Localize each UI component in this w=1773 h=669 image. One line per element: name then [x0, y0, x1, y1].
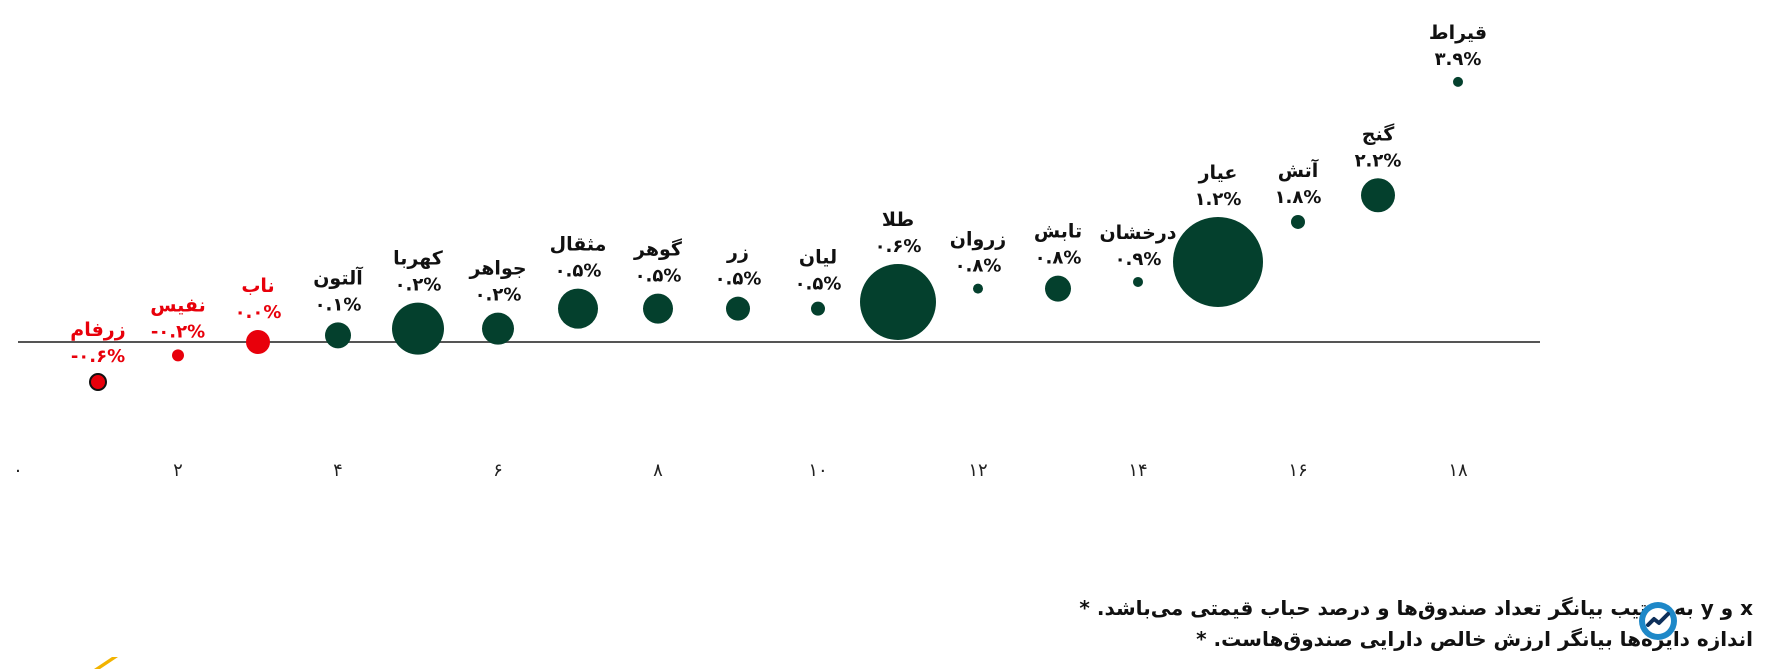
- bubble-fund-name: کهربا: [393, 248, 444, 270]
- bubble-value-label: -۰.۲%: [151, 321, 205, 342]
- bubble-point: [811, 301, 825, 316]
- bubble-value-label: ۱.۸%: [1275, 187, 1322, 208]
- bubble-fund-name: ناب: [241, 275, 274, 297]
- bubbles-layer: [89, 76, 1463, 392]
- x-tick-label: ۱۴: [1128, 460, 1147, 481]
- bubble-fund-name: جواهر: [468, 258, 526, 280]
- bubble-value-label: ۰.۲%: [395, 275, 442, 296]
- bubble-value-label: ۳.۹%: [1435, 49, 1482, 70]
- footnote-axes-bullet: *: [1079, 596, 1090, 620]
- bubble-chart: -۰.۶% زرفام -۰.۲% نفیس ۰.۰% ناب ۰.۱% آلتون ۰.۲% ک…: [13, 22, 1540, 481]
- bubble-value-label: ۰.۵%: [715, 269, 762, 290]
- bubble-point: [1173, 216, 1263, 307]
- x-tick-label: ۰: [13, 460, 23, 481]
- bubble-point: [1291, 214, 1305, 229]
- bubble-point: [1453, 76, 1463, 87]
- bubble-fund-name: نفیس: [150, 294, 205, 316]
- bubble-point: [1361, 178, 1395, 213]
- bubble-fund-name: مثقال: [550, 234, 607, 256]
- x-tick-label: ۱۶: [1288, 460, 1307, 481]
- bubble-fund-name: زرفام: [70, 319, 125, 341]
- bubble-fund-name: درخشان: [1099, 222, 1176, 244]
- bubble-point: [726, 296, 750, 321]
- bubble-value-label: ۰.۶%: [875, 236, 922, 257]
- bubble-fund-name: زر: [726, 242, 749, 264]
- bubble-fund-name: لیان: [799, 247, 837, 269]
- x-tick-label: ۴: [333, 460, 343, 481]
- x-tick-label: ۸: [653, 460, 663, 481]
- bubble-point: [643, 293, 673, 324]
- bubble-point: [1133, 276, 1143, 287]
- x-tick-label: ۶: [493, 460, 503, 481]
- bubble-value-label: ۰.۰%: [235, 302, 282, 323]
- bubble-point: [1045, 275, 1071, 302]
- x-tick-labels: ۰ ۲ ۴ ۶ ۸ ۱۰ ۱۲ ۱۴ ۱۶ ۱۸: [13, 460, 1468, 481]
- bubble-point: [172, 349, 184, 362]
- bubble-value-label: ۰.۵%: [795, 274, 842, 295]
- bubble-fund-name: تابش: [1034, 221, 1082, 243]
- accent-mark-icon: [94, 657, 118, 669]
- x-tick-label: ۲: [173, 460, 183, 481]
- bubble-value-label: ۱.۲%: [1195, 189, 1242, 210]
- bubble-value-label: -۰.۶%: [71, 346, 125, 367]
- brand-logo-icon: [1639, 602, 1677, 640]
- footnote-size: اندازه دایره‌ها بیانگر ارزش خالص دارایی …: [653, 624, 1753, 655]
- bubble-point: [89, 373, 107, 392]
- x-tick-label: ۱۸: [1448, 460, 1468, 481]
- bubble-fund-name: آلتون: [313, 265, 363, 289]
- bubble-value-label: ۲.۲%: [1355, 150, 1402, 171]
- footnote-size-bullet: *: [1196, 627, 1207, 651]
- x-tick-label: ۱۲: [968, 460, 987, 481]
- bubble-point: [246, 330, 270, 354]
- bubble-fund-name: گوهر: [633, 238, 683, 261]
- bubble-value-label: ۰.۱%: [315, 294, 362, 315]
- bubble-labels-layer: -۰.۶% زرفام -۰.۲% نفیس ۰.۰% ناب ۰.۱% آلتون ۰.۲% ک…: [70, 22, 1487, 367]
- bubble-value-label: ۰.۵%: [635, 266, 682, 287]
- bubble-fund-name: طلا: [882, 209, 914, 231]
- bubble-point: [973, 283, 983, 294]
- x-tick-label: ۱۰: [808, 460, 827, 481]
- bubble-fund-name: زروان: [950, 229, 1006, 251]
- footnotes: x و y به ترتیب بیانگر تعداد صندوق‌ها و د…: [653, 593, 1753, 655]
- bubble-point: [392, 302, 444, 355]
- bubble-fund-name: عیار: [1198, 162, 1238, 184]
- bubble-value-label: ۰.۲%: [475, 285, 522, 306]
- bubble-value-label: ۰.۹%: [1115, 249, 1162, 270]
- bubble-point: [482, 312, 514, 345]
- bubble-fund-name: گنج: [1362, 122, 1395, 145]
- bubble-value-label: ۰.۸%: [1035, 248, 1082, 269]
- bubble-fund-name: آتش: [1278, 158, 1319, 182]
- bubble-point: [325, 322, 351, 349]
- footnote-axes: x و y به ترتیب بیانگر تعداد صندوق‌ها و د…: [653, 593, 1753, 624]
- bubble-value-label: ۰.۸%: [955, 256, 1002, 277]
- footnote-axes-text: x و y به ترتیب بیانگر تعداد صندوق‌ها و د…: [1096, 596, 1753, 620]
- bubble-point: [558, 288, 598, 329]
- bubble-fund-name: قیراط: [1429, 22, 1487, 44]
- bubble-point: [860, 263, 936, 340]
- bubble-value-label: ۰.۵%: [555, 261, 602, 282]
